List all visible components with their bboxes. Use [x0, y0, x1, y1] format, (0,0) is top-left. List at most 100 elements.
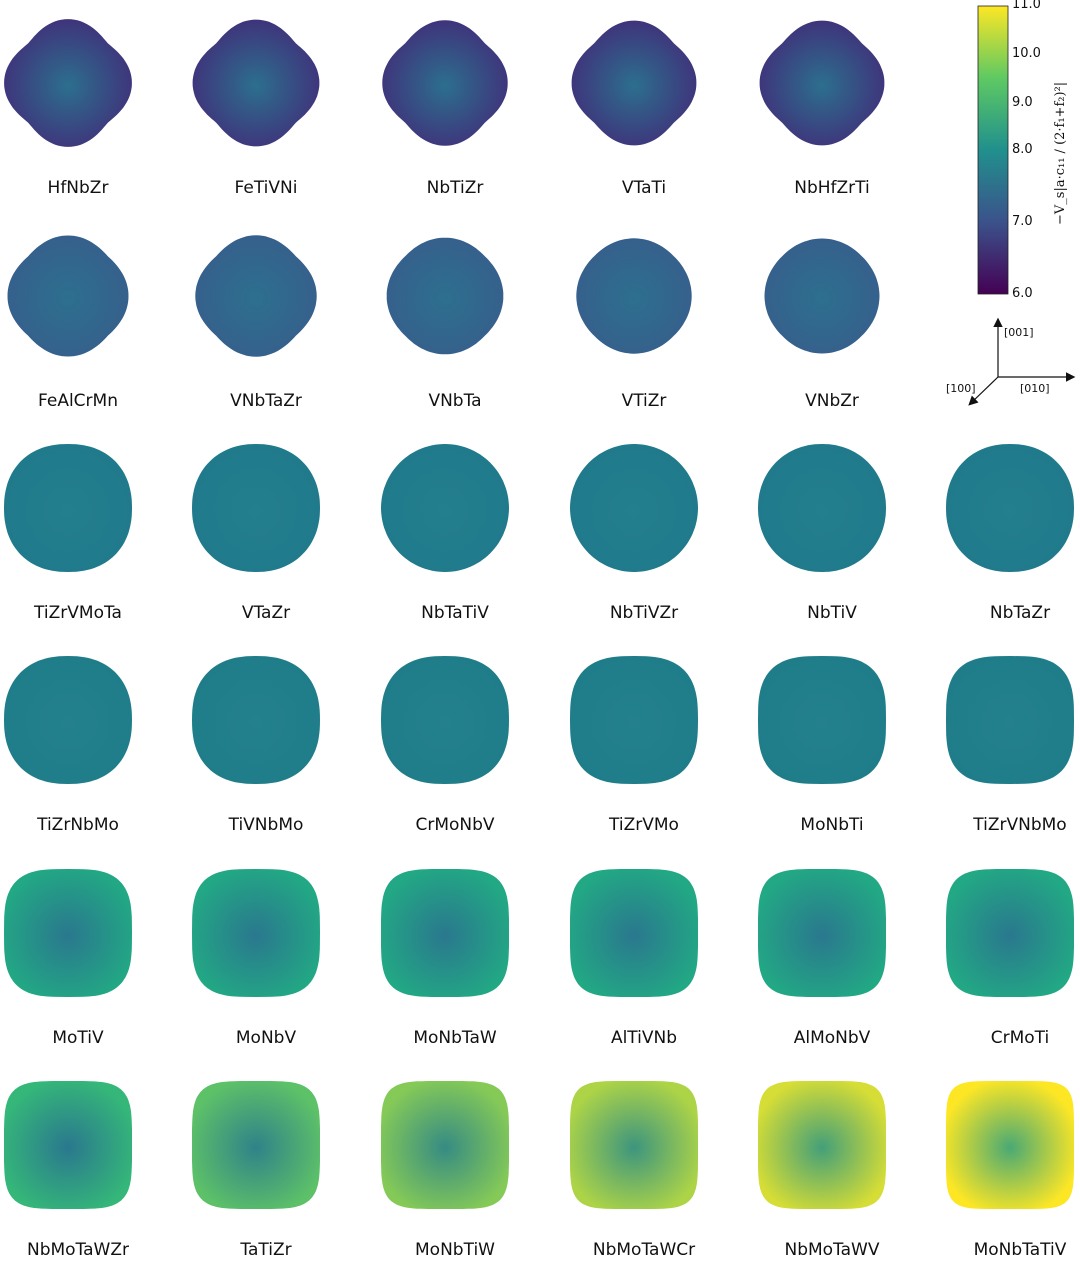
alloy-surface	[192, 656, 320, 784]
surface-shape	[4, 19, 132, 147]
alloy-surface	[382, 20, 508, 146]
alloy-surface	[381, 656, 509, 784]
alloy-surface	[4, 19, 132, 147]
colorbar-label-text: −V_s|a·c₁₁ / (2·f₁+f₂)²|	[1053, 82, 1068, 225]
surface-shape	[4, 656, 132, 784]
surface-shape	[946, 444, 1074, 572]
colorbar	[977, 5, 1009, 295]
alloy-label: VNbZr	[805, 391, 859, 411]
alloy-cell: NbTiVZr	[569, 440, 719, 640]
alloy-cell: TiZrNbMo	[3, 652, 153, 852]
alloy-surface	[192, 1081, 320, 1209]
alloy-cell: VTaZr	[191, 440, 341, 640]
surface-shape	[758, 444, 886, 572]
alloy-label: CrMoNbV	[415, 815, 495, 835]
alloy-surface	[570, 1081, 698, 1209]
alloy-surface	[759, 20, 885, 146]
alloy-cell: NbTaZr	[945, 440, 1080, 640]
alloy-label: MoNbTaTiV	[973, 1240, 1067, 1260]
alloy-label: MoNbV	[235, 1028, 297, 1048]
colorbar-tick: 10.0	[1012, 46, 1041, 61]
alloy-label: TiZrVNbMo	[973, 815, 1067, 835]
alloy-surface	[570, 656, 698, 784]
alloy-cell: HfNbZr	[3, 15, 153, 215]
surface-shape	[192, 869, 320, 997]
alloy-cell: NbMoTaWV	[757, 1077, 907, 1277]
surface-shape	[381, 869, 509, 997]
alloy-surface	[4, 444, 132, 572]
alloy-cell: MoNbTaW	[380, 865, 530, 1065]
surface-shape	[192, 19, 320, 147]
alloy-cell: MoNbTi	[757, 652, 907, 852]
alloy-surface	[758, 869, 886, 997]
surface-shape	[570, 1081, 698, 1209]
alloy-surface	[764, 238, 880, 354]
alloy-surface	[4, 869, 132, 997]
alloy-cell: NbTiV	[757, 440, 907, 640]
alloy-surface	[381, 869, 509, 997]
alloy-label: MoTiV	[52, 1028, 104, 1048]
colorbar-tick: 6.0	[1012, 286, 1033, 301]
alloy-label: NbMoTaWZr	[26, 1240, 129, 1260]
surface-shape	[386, 237, 504, 355]
colorbar-tick: 8.0	[1012, 142, 1033, 157]
alloy-label: CrMoTi	[990, 1028, 1050, 1048]
alloy-label: NbHfZrTi	[794, 178, 870, 198]
alloy-label: NbTaTiV	[421, 603, 489, 623]
alloy-cell: TiZrVMo	[569, 652, 719, 852]
alloy-label: FeAlCrMn	[38, 391, 118, 411]
alloy-cell: VNbTaZr	[191, 228, 341, 428]
alloy-label: NbTiV	[807, 603, 857, 623]
alloy-label: VTaTi	[621, 178, 667, 198]
colorbar-label: −V_s|a·c₁₁ / (2·f₁+f₂)²|	[1038, 40, 1078, 230]
alloy-label: TaTiZr	[240, 1240, 292, 1260]
surface-shape	[192, 1081, 320, 1209]
alloy-surface	[758, 444, 886, 572]
alloy-label: MoNbTiW	[415, 1240, 495, 1260]
surface-shape	[759, 20, 885, 146]
surface-shape	[570, 444, 698, 572]
alloy-cell: FeTiVNi	[191, 15, 341, 215]
alloy-cell: NbMoTaWCr	[569, 1077, 719, 1277]
alloy-surface	[576, 238, 692, 354]
alloy-surface	[946, 1081, 1074, 1209]
surface-shape	[381, 656, 509, 784]
alloy-cell: NbHfZrTi	[757, 15, 907, 215]
alloy-surface	[570, 444, 698, 572]
surface-shape	[758, 656, 886, 784]
alloy-cell: MoNbTaTiV	[945, 1077, 1080, 1277]
alloy-cell: CrMoTi	[945, 865, 1080, 1065]
alloy-cell: MoNbV	[191, 865, 341, 1065]
surface-shape	[382, 20, 508, 146]
surface-shape	[192, 444, 320, 572]
surface-shape	[381, 444, 509, 572]
alloy-label: TiZrVMoTa	[34, 603, 122, 623]
axis-y-label: [010]	[1020, 382, 1050, 395]
alloy-cell: NbMoTaWZr	[3, 1077, 153, 1277]
alloy-label: VNbTa	[428, 391, 482, 411]
alloy-grid: HfNbZr FeTiVNi NbTiZr VTaTi NbHfZrTi FeAlCrMn…	[3, 15, 1080, 1260]
alloy-cell: VNbZr	[757, 228, 907, 428]
surface-shape	[758, 869, 886, 997]
surface-shape	[946, 656, 1074, 784]
surface-shape	[946, 1081, 1074, 1209]
surface-shape	[758, 1081, 886, 1209]
alloy-surface	[192, 19, 320, 147]
colorbar-tick: 7.0	[1012, 214, 1033, 229]
surface-shape	[4, 444, 132, 572]
alloy-label: AlMoNbV	[793, 1028, 871, 1048]
alloy-cell: CrMoNbV	[380, 652, 530, 852]
alloy-surface	[192, 869, 320, 997]
surface-shape	[576, 238, 692, 354]
alloy-surface	[946, 656, 1074, 784]
alloy-label: TiZrVMo	[609, 815, 679, 835]
axis-x-arrow	[968, 376, 999, 406]
surface-shape	[381, 1081, 509, 1209]
alloy-surface	[192, 444, 320, 572]
surface-shape	[571, 20, 697, 146]
surface-shape	[570, 656, 698, 784]
alloy-surface	[946, 444, 1074, 572]
axis-x-label: [100]	[946, 382, 976, 395]
alloy-surface	[7, 235, 129, 357]
alloy-cell: AlTiVNb	[569, 865, 719, 1065]
